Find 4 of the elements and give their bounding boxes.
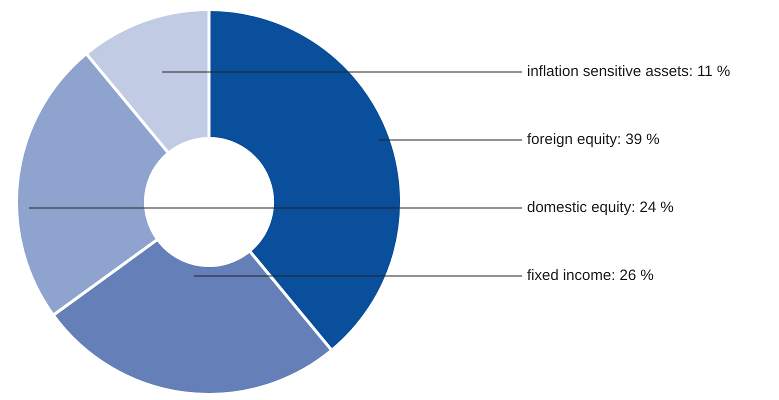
slice-label: fixed income: 26 %: [527, 267, 654, 284]
slice-label: domestic equity: 24 %: [527, 199, 674, 216]
slice-label: foreign equity: 39 %: [527, 131, 660, 148]
slice-label: inflation sensitive assets: 11 %: [527, 63, 730, 80]
